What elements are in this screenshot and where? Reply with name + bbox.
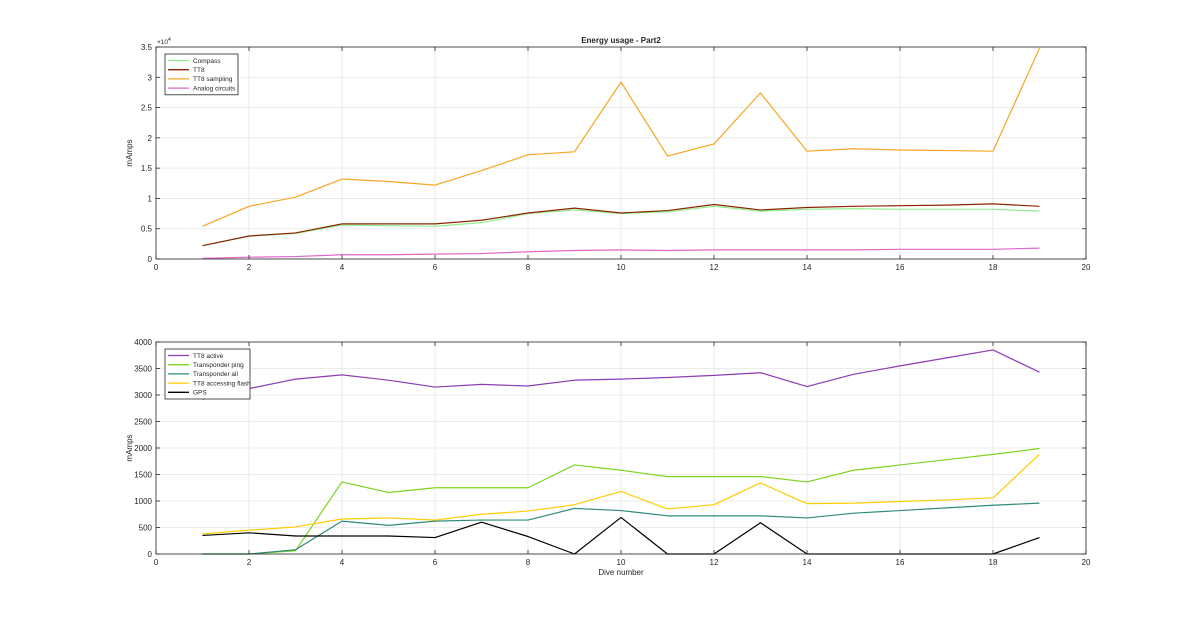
x-tick-label: 10	[617, 558, 626, 567]
chart-1: 0 2 4 6 8 10 12 14 16 18 20 0 0.5 1 1.5 2 2.5 3 3.5 ×104 Ene…	[125, 36, 1091, 272]
x-tick-label: 2	[247, 263, 252, 272]
series-line-tt8-accessing-flash	[202, 453, 1040, 535]
y-tick-label: 1000	[134, 497, 152, 506]
legend-entry: Compass	[193, 58, 221, 65]
y-tick-label: 2	[148, 134, 153, 143]
series-line-tt8-sampling	[202, 47, 1041, 227]
y-tick-label: 0.5	[141, 225, 153, 234]
legend-entry: TT8 sampling	[193, 76, 233, 83]
y-tick-label: 2000	[134, 444, 152, 453]
x-tick-label: 16	[896, 558, 905, 567]
y-tick-label: 2500	[134, 418, 152, 427]
x-tick-label: 0	[154, 263, 159, 272]
y-tick-label: 3000	[134, 391, 152, 400]
x-tick-label: 6	[433, 263, 438, 272]
series-line-transponder-ping	[202, 447, 1040, 555]
legend: Compass TT8 TT8 sampling Analog circuits	[164, 53, 239, 96]
legend-entry: Transponder ping	[193, 362, 244, 369]
x-tick-label: 4	[340, 263, 345, 272]
x-tick-label: 8	[526, 558, 531, 567]
y-axis-label: mAmps	[125, 434, 134, 461]
x-tick-label: 2	[247, 558, 252, 567]
series-line-tt8	[202, 203, 1040, 247]
legend-entry: TT8 accessing flash	[193, 380, 251, 387]
y-tick-label: 3	[148, 73, 153, 82]
legend-entry: TT8 active	[193, 353, 224, 360]
x-tick-label: 16	[896, 263, 905, 272]
chart-title: Energy usage - Part2	[581, 36, 661, 45]
x-tick-label: 0	[154, 558, 159, 567]
y-tick-label: 1.5	[141, 164, 153, 173]
y-tick-label: 500	[139, 524, 153, 533]
y-tick-label: 1	[148, 194, 153, 203]
series-line-transponder-all	[202, 502, 1040, 555]
x-tick-label: 10	[617, 263, 626, 272]
y-tick-label: 2.5	[141, 104, 153, 113]
y-tick-label: 0	[148, 550, 153, 559]
x-tick-label: 4	[340, 558, 345, 567]
y-tick-label: 1500	[134, 471, 152, 480]
x-tick-label: 6	[433, 558, 438, 567]
x-tick-label: 12	[710, 263, 719, 272]
x-tick-label: 20	[1082, 558, 1091, 567]
x-axis-label: Dive number	[598, 568, 644, 577]
y-axis-label: mAmps	[125, 139, 134, 166]
legend: TT8 active Transponder ping Transponder al…	[164, 348, 251, 400]
series-line-analog-circuits	[202, 247, 1040, 259]
y-tick-label: 3.5	[141, 43, 153, 52]
x-tick-label: 14	[803, 263, 812, 272]
legend-entry: GPS	[193, 390, 207, 397]
y-exponent-label: ×104	[157, 37, 171, 46]
x-tick-label: 20	[1082, 263, 1091, 272]
x-tick-label: 14	[803, 558, 812, 567]
legend-entry: TT8	[193, 67, 205, 74]
chart-2: 0 2 4 6 8 10 12 14 16 18 20 0 500 1000 1500 2000 2500 300…	[125, 338, 1091, 577]
x-tick-label: 18	[989, 263, 998, 272]
y-tick-label: 0	[148, 255, 153, 264]
legend-entry: Transponder all	[193, 371, 238, 378]
y-tick-label: 4000	[134, 338, 152, 347]
y-tick-label: 3500	[134, 365, 152, 374]
x-tick-label: 12	[710, 558, 719, 567]
series-line-tt8-active	[202, 349, 1040, 400]
x-tick-label: 8	[526, 263, 531, 272]
legend-entry: Analog circuits	[193, 85, 236, 92]
x-tick-label: 18	[989, 558, 998, 567]
